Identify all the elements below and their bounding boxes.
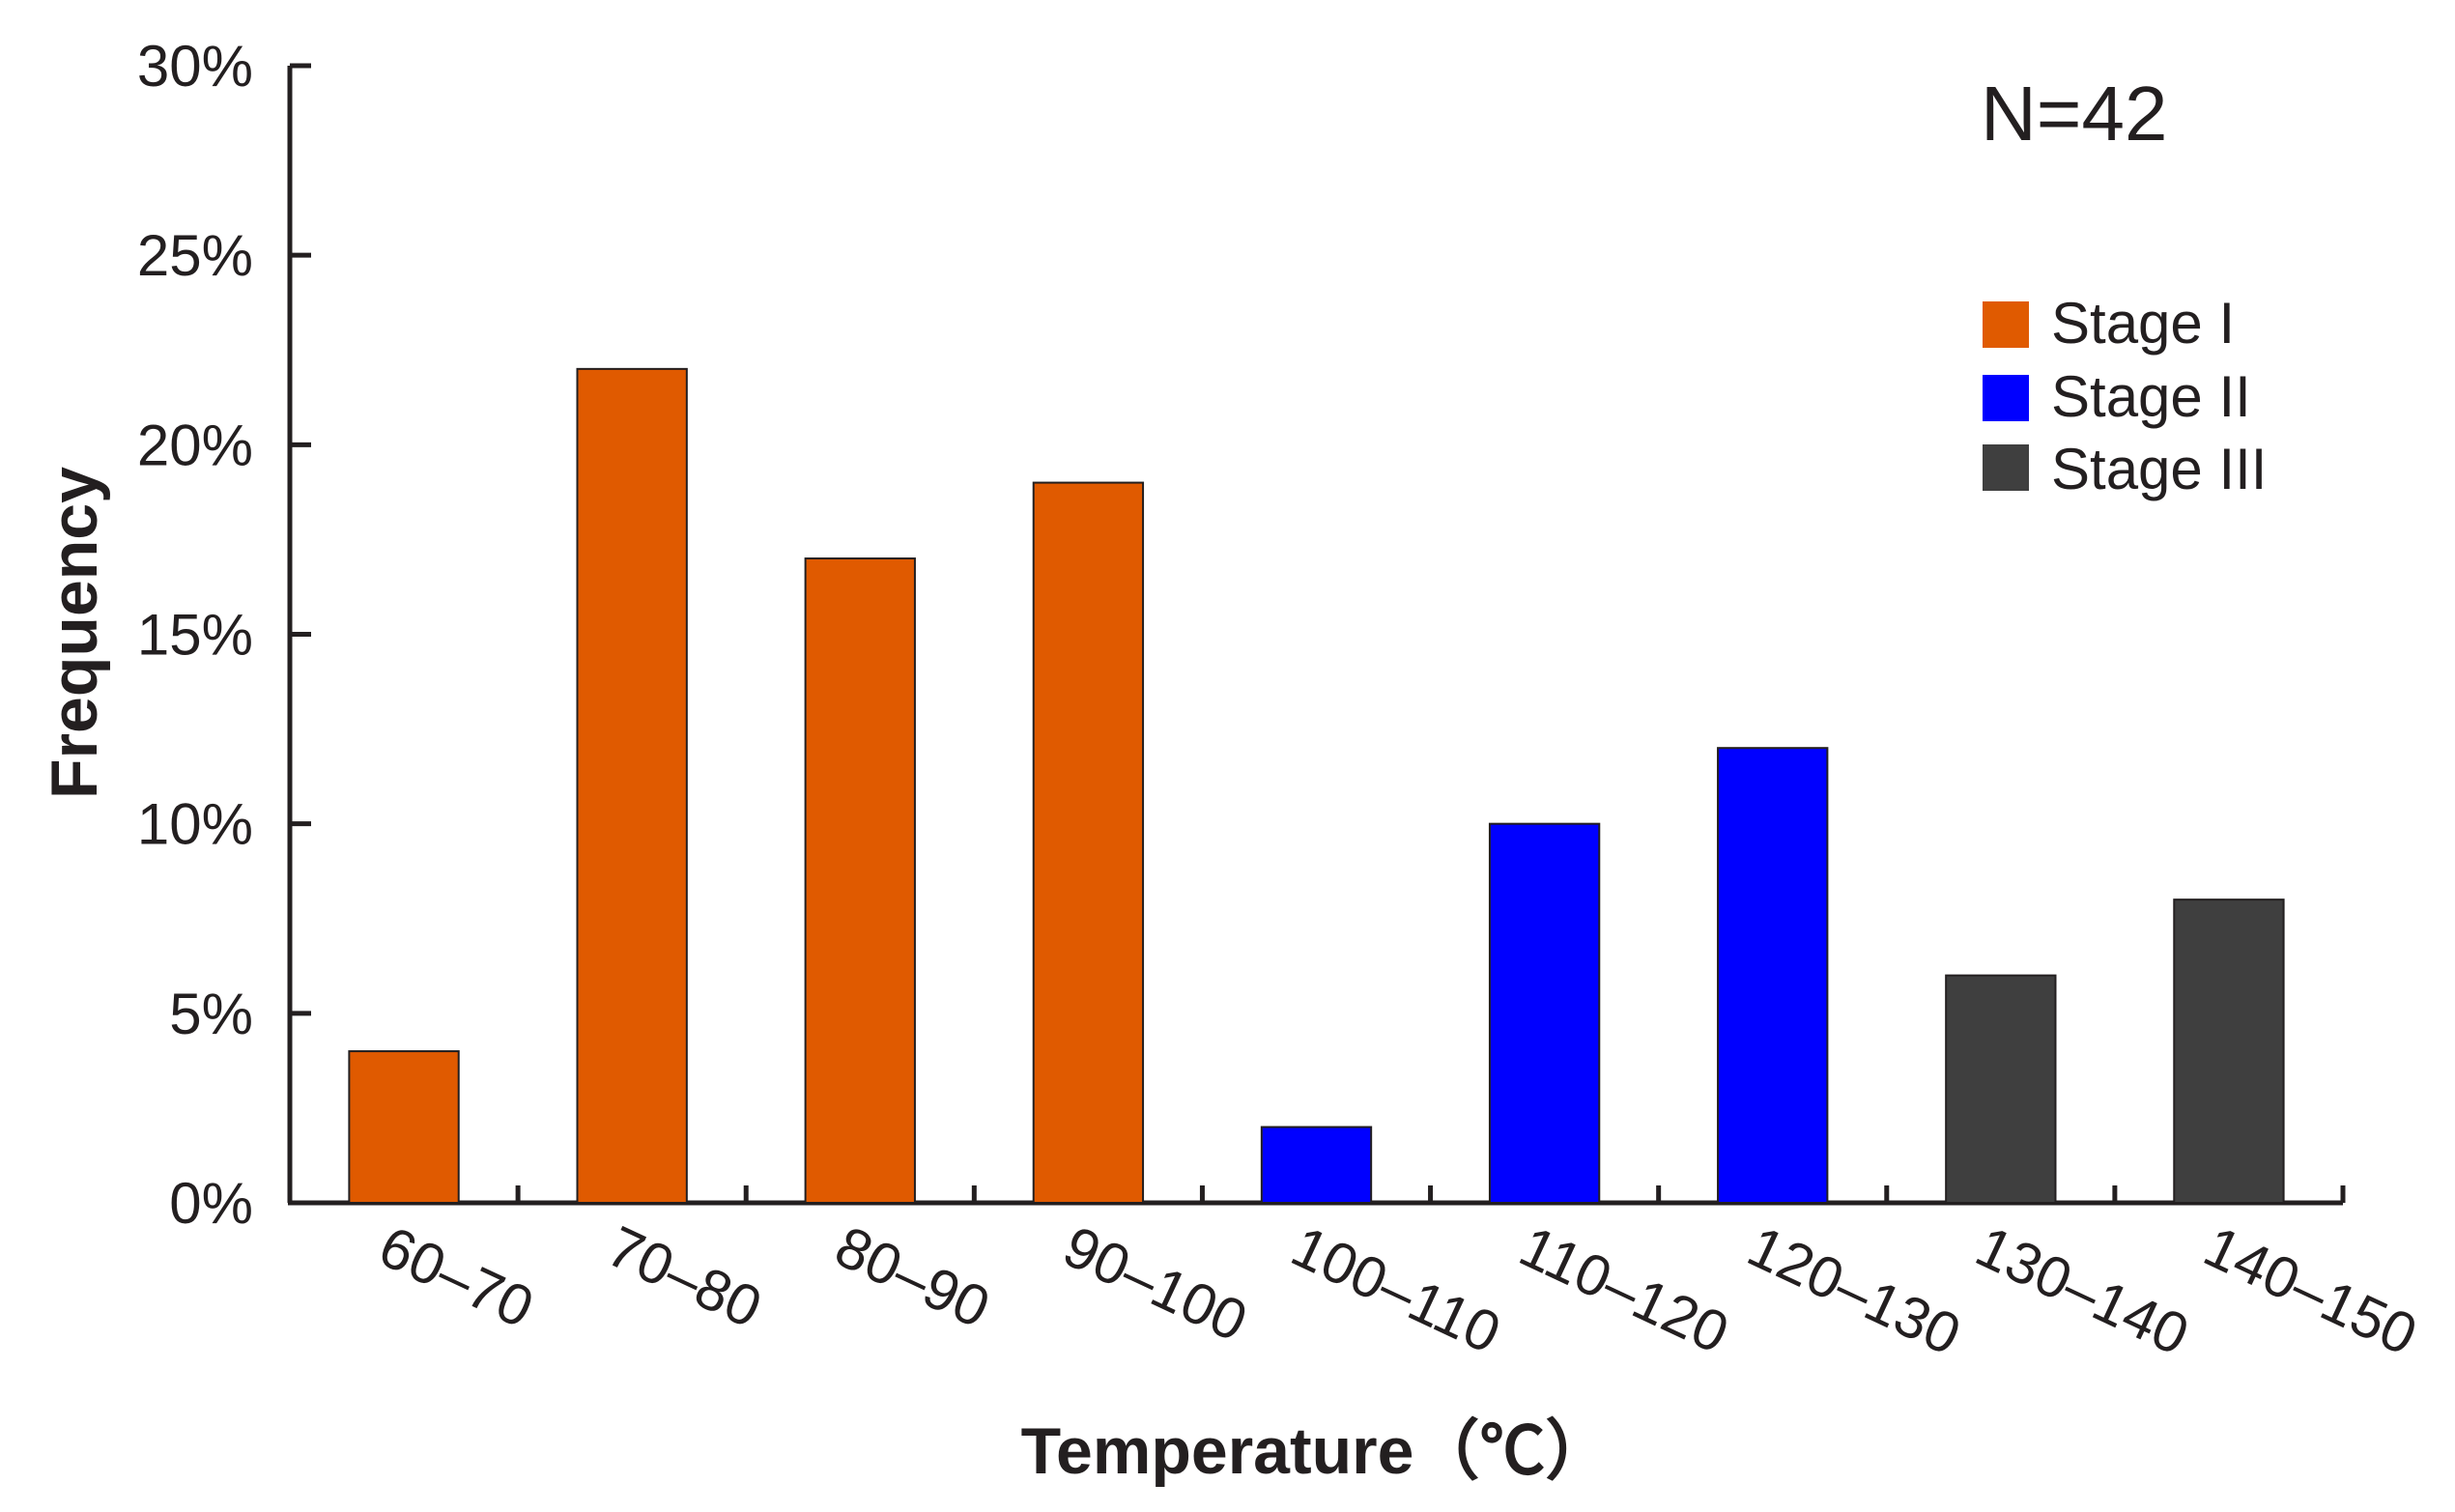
y-tick-label: 20% — [137, 413, 253, 477]
y-tick-label: 30% — [137, 34, 253, 99]
x-category-label: 90–100 — [1054, 1213, 1257, 1354]
legend-swatch-stage-2 — [1983, 375, 2029, 421]
legend-label-stage-3: Stage III — [2051, 437, 2267, 501]
bar-60–70 — [348, 1050, 460, 1204]
bar-90–100 — [1032, 481, 1145, 1205]
x-axis-title: Temperature（℃） — [1021, 1414, 1612, 1488]
y-tick-label: 0% — [169, 1171, 253, 1236]
y-tick-label: 15% — [137, 603, 253, 668]
bar-100–110 — [1260, 1126, 1373, 1204]
y-tick-label: 25% — [137, 223, 253, 288]
y-axis-ticks: 0% 5% 10% 15% 20% 25% 30% — [137, 34, 311, 1236]
bar-110–120 — [1488, 822, 1601, 1205]
bar-130–140 — [1945, 974, 2057, 1204]
legend-swatch-stage-1 — [1983, 301, 2029, 348]
y-tick-label: 5% — [169, 982, 253, 1046]
y-tick-label: 10% — [137, 792, 253, 857]
x-axis-ticks — [515, 1185, 2346, 1203]
x-category-label: 130–140 — [1966, 1213, 2198, 1367]
x-category-label: 140–150 — [2194, 1213, 2426, 1367]
bars-group — [348, 367, 2285, 1205]
x-category-label: 100–110 — [1282, 1213, 1510, 1366]
sample-count-annotation: N=42 — [1981, 71, 2167, 157]
x-category-label: 70–80 — [598, 1213, 772, 1340]
legend: Stage I Stage II Stage III — [1983, 291, 2267, 501]
bar-140–150 — [2173, 899, 2285, 1205]
legend-swatch-stage-3 — [1983, 444, 2029, 491]
x-category-label: 110–120 — [1510, 1213, 1738, 1366]
legend-label-stage-2: Stage II — [2051, 364, 2251, 429]
x-category-label: 60–70 — [370, 1213, 544, 1340]
bar-80–90 — [804, 557, 916, 1204]
x-category-label: 120–130 — [1738, 1213, 1970, 1367]
legend-label-stage-1: Stage I — [2051, 291, 2235, 356]
y-axis-title: Frequency — [38, 467, 111, 799]
x-category-label: 80–90 — [826, 1213, 1000, 1340]
bar-120–130 — [1717, 747, 1829, 1204]
bar-70–80 — [576, 367, 688, 1205]
x-axis-category-labels: 60–70 70–80 80–90 90–100 100–110 110–120 120–1… — [370, 1213, 2427, 1367]
